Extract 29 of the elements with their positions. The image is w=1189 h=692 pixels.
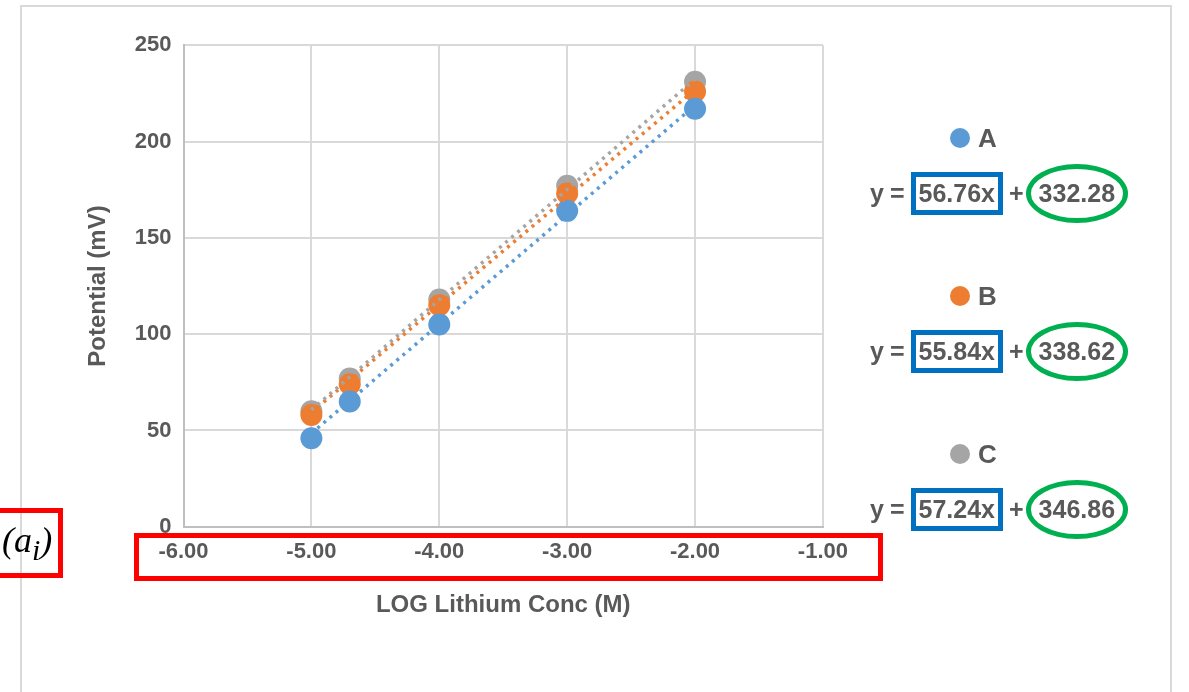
y-tick-label: 0 bbox=[159, 512, 172, 538]
rectangle-outline: 55.84x bbox=[910, 329, 1003, 373]
ellipse-outline: 346.86 bbox=[1025, 479, 1129, 539]
point bbox=[684, 97, 707, 120]
rectangle-outline: (a$_{i}$) bbox=[0, 508, 64, 579]
ellipse-outline: 338.62 bbox=[1025, 321, 1129, 381]
rectangle-outline: 57.24x bbox=[910, 487, 1003, 531]
x-axis-title: LOG Lithium Conc (M) bbox=[375, 590, 631, 618]
y-tick-label: 100 bbox=[134, 320, 172, 346]
point bbox=[338, 390, 361, 413]
y-tick-label: 250 bbox=[134, 31, 172, 57]
ellipse-outline: 332.28 bbox=[1025, 163, 1129, 223]
y-axis-title: Potential (mV) bbox=[83, 205, 111, 367]
x-tick-label: -1.00 bbox=[797, 538, 849, 564]
x-tick-label: -5.00 bbox=[286, 538, 337, 564]
legend-label: C bbox=[978, 438, 997, 470]
rectangle-outline: 56.76x bbox=[910, 171, 1003, 215]
point bbox=[300, 427, 323, 450]
x-tick-label: -2.00 bbox=[669, 538, 721, 564]
y-tick-label: 150 bbox=[134, 223, 172, 249]
point bbox=[428, 313, 451, 336]
point bbox=[556, 199, 579, 222]
y-tick-label: 50 bbox=[147, 416, 172, 442]
x-tick-label: -6.00 bbox=[158, 538, 209, 564]
legend-label: B bbox=[978, 280, 997, 312]
x-tick-label: -3.00 bbox=[542, 538, 593, 564]
legend-label: A bbox=[978, 122, 997, 154]
x-tick-label: -4.00 bbox=[414, 538, 465, 564]
y-tick-label: 200 bbox=[134, 127, 172, 153]
